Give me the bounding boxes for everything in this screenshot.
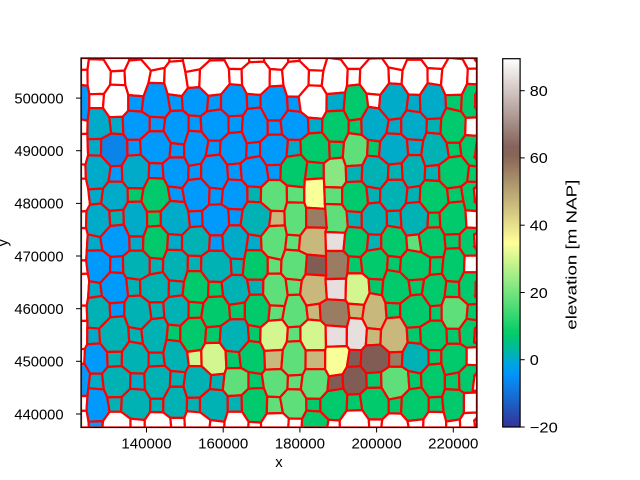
svg-text:−20: −20 <box>530 420 558 436</box>
svg-text:160000: 160000 <box>198 436 248 452</box>
svg-text:460000: 460000 <box>14 302 63 318</box>
svg-text:20: 20 <box>530 286 548 302</box>
svg-text:220000: 220000 <box>428 436 478 452</box>
svg-text:440000: 440000 <box>14 407 63 423</box>
svg-text:470000: 470000 <box>14 249 63 265</box>
svg-text:x: x <box>275 455 283 471</box>
svg-text:60: 60 <box>530 151 548 167</box>
svg-text:80: 80 <box>530 84 548 100</box>
svg-text:490000: 490000 <box>14 144 63 160</box>
svg-text:140000: 140000 <box>121 436 171 452</box>
svg-text:450000: 450000 <box>14 355 63 371</box>
svg-text:40: 40 <box>530 219 548 235</box>
svg-text:y: y <box>0 238 12 246</box>
svg-text:0: 0 <box>530 353 539 369</box>
svg-text:180000: 180000 <box>275 436 325 452</box>
svg-text:480000: 480000 <box>14 197 63 213</box>
svg-text:200000: 200000 <box>352 436 402 452</box>
svg-text:elevation [m NAP]: elevation [m NAP] <box>564 180 580 330</box>
svg-text:500000: 500000 <box>14 91 63 107</box>
